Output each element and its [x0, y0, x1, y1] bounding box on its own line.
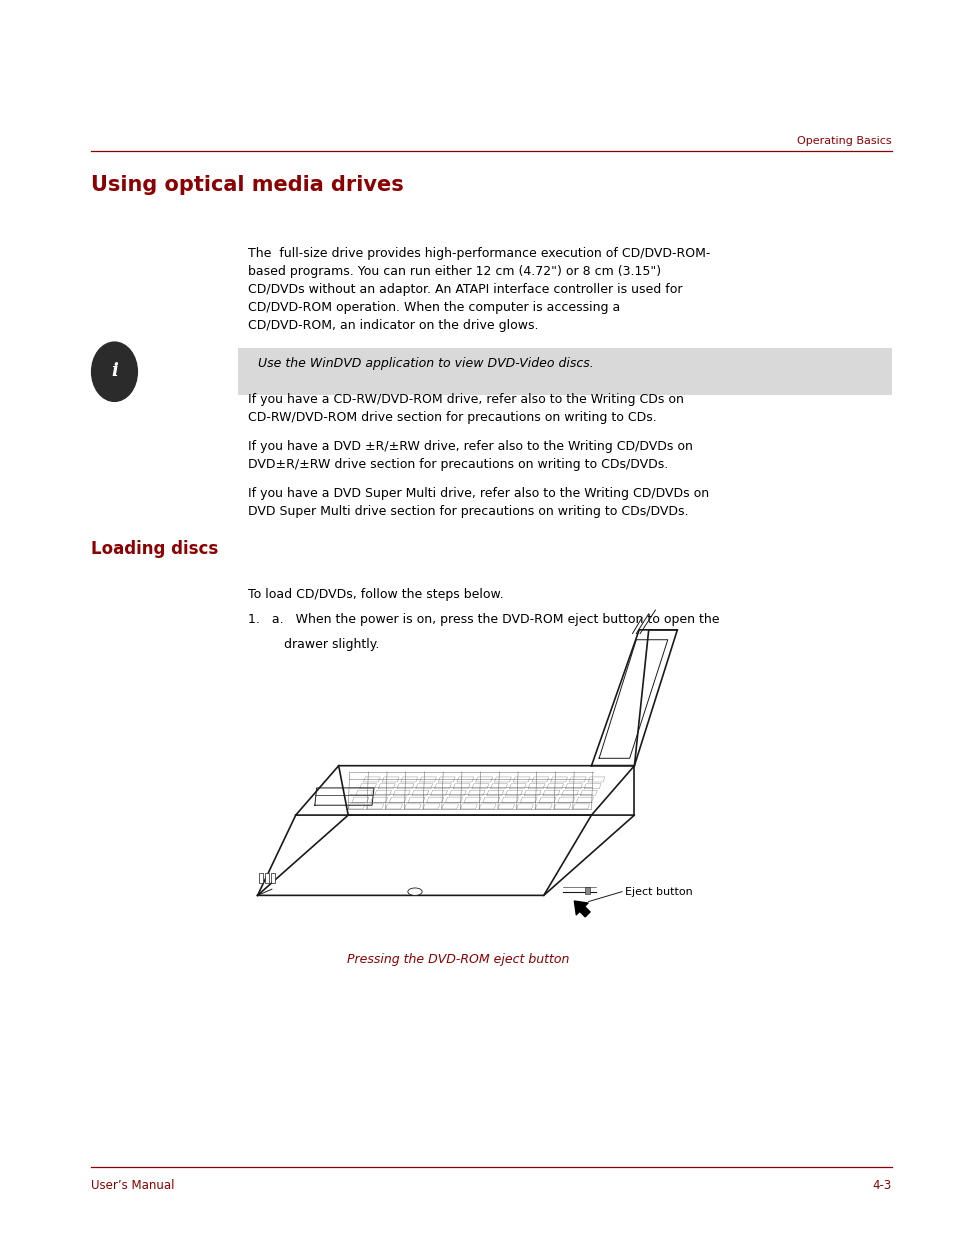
Text: If you have a CD-RW/DVD-ROM drive, refer also to the Writing CDs on
CD-RW/DVD-RO: If you have a CD-RW/DVD-ROM drive, refer… — [248, 393, 683, 424]
Text: 1.   a.   When the power is on, press the DVD-ROM eject button to open the: 1. a. When the power is on, press the DV… — [248, 613, 719, 626]
Text: i: i — [111, 362, 118, 379]
Text: The  full-size drive provides high-performance execution of CD/DVD-ROM-
based pr: The full-size drive provides high-perfor… — [248, 247, 710, 332]
Bar — [271, 873, 274, 883]
Text: Using optical media drives: Using optical media drives — [91, 175, 403, 195]
Circle shape — [91, 342, 137, 401]
Text: If you have a DVD Super Multi drive, refer also to the Writing CD/DVDs on
DVD Su: If you have a DVD Super Multi drive, ref… — [248, 487, 708, 517]
Ellipse shape — [408, 888, 421, 895]
Text: User’s Manual: User’s Manual — [91, 1179, 174, 1193]
Text: If you have a DVD ±R/±RW drive, refer also to the Writing CD/DVDs on
DVD±R/±RW d: If you have a DVD ±R/±RW drive, refer al… — [248, 440, 692, 471]
Bar — [259, 873, 263, 883]
FancyArrowPatch shape — [574, 902, 590, 916]
Text: Eject button: Eject button — [624, 887, 692, 897]
Text: Use the WinDVD application to view DVD-Video discs.: Use the WinDVD application to view DVD-V… — [257, 357, 593, 370]
Text: Loading discs: Loading discs — [91, 540, 217, 558]
Bar — [584, 887, 589, 894]
Bar — [238, 348, 891, 395]
Text: Operating Basics: Operating Basics — [797, 136, 891, 146]
Text: Pressing the DVD-ROM eject button: Pressing the DVD-ROM eject button — [346, 953, 569, 967]
Bar — [265, 873, 269, 883]
Text: drawer slightly.: drawer slightly. — [248, 638, 379, 652]
Text: 4-3: 4-3 — [872, 1179, 891, 1193]
Text: To load CD/DVDs, follow the steps below.: To load CD/DVDs, follow the steps below. — [248, 588, 503, 601]
